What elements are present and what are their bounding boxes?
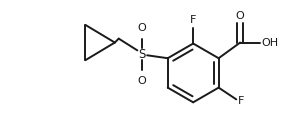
Text: O: O [236,11,244,21]
Text: O: O [138,76,147,86]
Text: OH: OH [262,38,279,48]
Text: O: O [138,23,147,33]
Text: S: S [139,48,146,61]
Text: F: F [190,15,196,25]
Text: F: F [238,96,244,106]
